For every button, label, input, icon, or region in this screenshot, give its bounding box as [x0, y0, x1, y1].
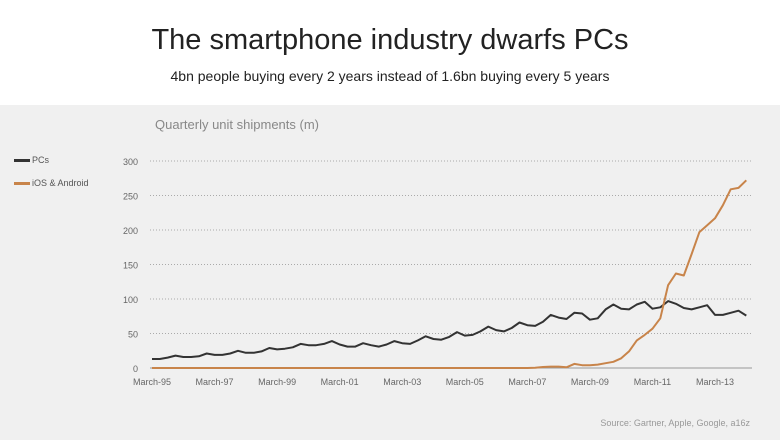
source-note: Source: Gartner, Apple, Google, a16z: [600, 418, 750, 428]
x-tick-label: March-13: [696, 377, 734, 387]
page-title: The smartphone industry dwarfs PCs: [151, 24, 629, 56]
y-tick-label: 300: [123, 157, 138, 167]
y-tick-label: 250: [123, 192, 138, 202]
y-tick-label: 150: [123, 261, 138, 271]
x-tick-label: March-95: [133, 377, 171, 387]
y-tick-label: 200: [123, 226, 138, 236]
chart-title: Quarterly unit shipments (m): [155, 117, 319, 132]
x-tick-label: March-09: [571, 377, 609, 387]
legend-label: PCs: [32, 155, 50, 165]
page-subtitle: 4bn people buying every 2 years instead …: [170, 68, 610, 84]
x-tick-label: March-97: [196, 377, 234, 387]
legend-swatch-pcs: [14, 158, 30, 162]
x-tick-label: March-99: [258, 377, 296, 387]
y-tick-label: 50: [128, 330, 138, 340]
x-tick-label: March-07: [508, 377, 546, 387]
series-line-ios-android: [152, 179, 747, 369]
x-tick-label: March-01: [321, 377, 359, 387]
x-tick-label: March-03: [383, 377, 421, 387]
x-tick-label: March-05: [446, 377, 484, 387]
series-line-pcs: [152, 300, 747, 360]
y-tick-label: 100: [123, 295, 138, 305]
legend-item-ios-android: iOS & Android: [14, 178, 89, 188]
legend-swatch-ios-android: [14, 181, 30, 185]
y-tick-label: 0: [133, 364, 138, 374]
legend-label: iOS & Android: [32, 178, 89, 188]
legend-item-pcs: PCs: [14, 155, 49, 165]
x-tick-label: March-11: [634, 377, 671, 387]
